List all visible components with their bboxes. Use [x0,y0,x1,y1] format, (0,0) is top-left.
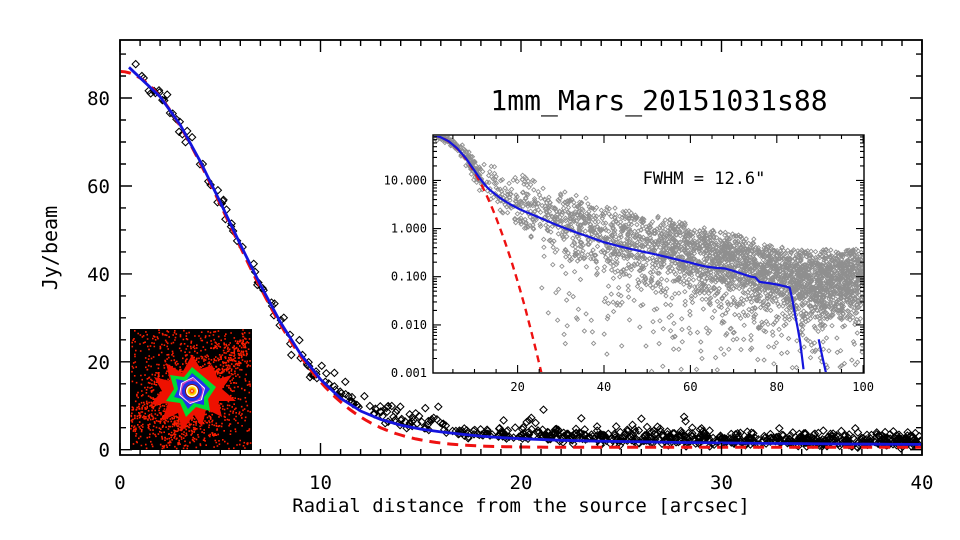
x-axis-label: Radial distance from the source [arcsec] [292,495,750,517]
plot-title: 1mm_Mars_20151031s88 [490,84,827,118]
svg-text:0: 0 [114,472,125,494]
main-plot-ticks [119,40,923,455]
fwhm-annotation: FWHM = 12.6" [643,169,766,189]
svg-text:1.000: 1.000 [391,222,427,236]
main-plot-tick-labels: 0 10 20 30 40 0 20 40 60 80 [87,88,933,494]
svg-text:80: 80 [770,380,784,394]
svg-text:20: 20 [510,380,524,394]
svg-text:30: 30 [710,472,733,494]
svg-text:60: 60 [683,380,697,394]
y-axis-label: Jy/beam [38,206,62,290]
svg-text:10: 10 [309,472,332,494]
svg-text:40: 40 [911,472,934,494]
svg-text:40: 40 [87,264,110,286]
log-inset-ticks [433,135,864,374]
map-inset [130,329,252,450]
svg-text:0.010: 0.010 [391,318,427,332]
svg-text:60: 60 [87,176,110,198]
svg-text:10.000: 10.000 [384,173,427,187]
svg-text:20: 20 [510,472,533,494]
log-inset-tick-labels: 20 40 60 80 100 10.000 1.000 0.100 0.010 0.001 [384,173,874,394]
svg-text:100: 100 [852,380,874,394]
svg-text:20: 20 [87,352,110,374]
main-plot: 0 10 20 30 40 0 20 40 60 80 Radial distance from … [38,39,933,517]
log-inset-data-area [434,136,863,372]
log-inset-plot: 20 40 60 80 100 10.000 1.000 0.100 0.010 0.001 FW… [384,134,874,394]
svg-text:0.001: 0.001 [391,366,427,380]
svg-text:0: 0 [99,440,110,462]
svg-text:80: 80 [87,88,110,110]
svg-text:0.100: 0.100 [391,270,427,284]
svg-text:40: 40 [597,380,611,394]
